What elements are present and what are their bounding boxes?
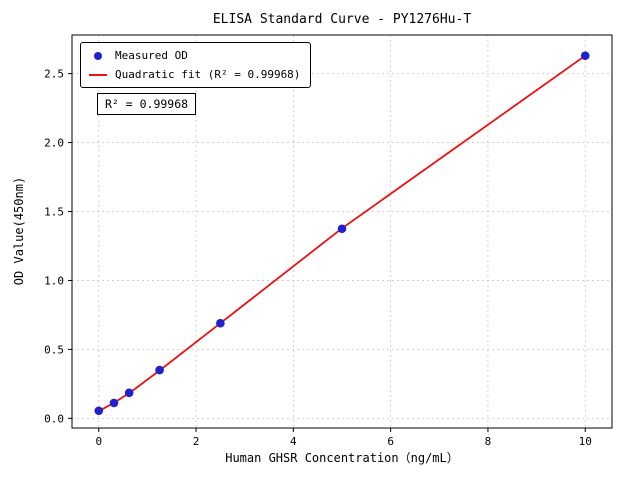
measured-od-marker-icon <box>94 51 102 60</box>
measured-od-point <box>109 398 119 408</box>
legend-item-fit: Quadratic fit (R² = 0.99968) <box>89 67 300 82</box>
y-tick-label: 1.5 <box>44 206 64 219</box>
x-tick-label: 10 <box>579 435 592 448</box>
y-tick-label: 2.0 <box>44 137 64 150</box>
x-tick-label: 0 <box>95 435 102 448</box>
measured-od-point <box>94 406 104 416</box>
legend: Measured OD Quadratic fit (R² = 0.99968) <box>80 42 312 88</box>
y-tick-label: 0.5 <box>44 343 64 356</box>
x-tick-label: 2 <box>193 435 200 448</box>
y-tick-label: 2.5 <box>44 68 64 81</box>
r-squared-annotation: R² = 0.99968 <box>97 93 197 115</box>
plot-border <box>71 34 613 429</box>
x-axis-label: Human GHSR Concentration（ng/mL） <box>225 451 459 465</box>
y-tick-label: 1.0 <box>44 274 64 287</box>
measured-od-point <box>337 224 347 234</box>
measured-od-point <box>216 318 225 328</box>
legend-label-fit: Quadratic fit (R² = 0.99968) <box>115 68 301 81</box>
y-axis-label: OD Value(450nm) <box>12 176 26 286</box>
x-tick-label: 6 <box>387 435 394 448</box>
measured-od-point <box>124 388 134 398</box>
measured-od-point <box>580 51 590 60</box>
y-tick-label: 0.0 <box>44 412 64 425</box>
x-tick-label: 8 <box>485 435 492 448</box>
measured-od-point <box>155 365 164 375</box>
chart-title: ELISA Standard Curve - PY1276Hu-T <box>212 12 472 27</box>
quadratic-fit-line-icon <box>89 73 107 76</box>
legend-item-measured: Measured OD <box>89 48 300 63</box>
legend-label-measured: Measured OD <box>115 49 188 62</box>
x-tick-label: 4 <box>290 435 297 448</box>
